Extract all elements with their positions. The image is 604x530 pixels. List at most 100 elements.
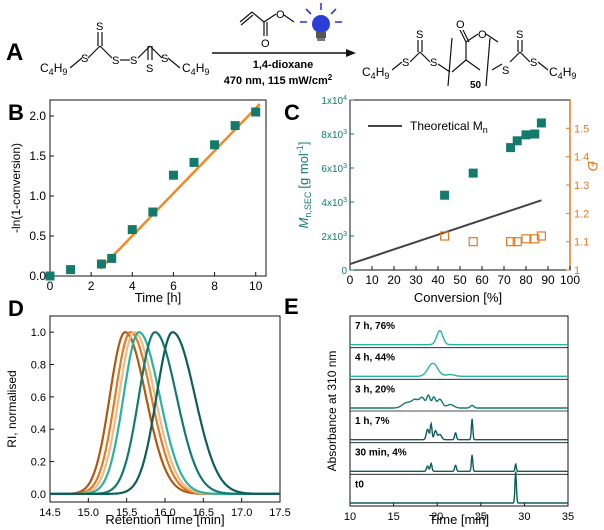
chart-d: 14.5 15.0 15.5 16.0 16.5 17.0 17.5 0.0 0.2 0.4 0.6… — [5, 315, 291, 527]
y2-axis-label-c: Đ — [585, 161, 601, 171]
legend-c: Theoretical Mn — [368, 119, 488, 135]
light-bulb-icon — [300, 3, 342, 41]
y-tick-label-b: 0.5 — [29, 229, 46, 243]
x-tick-label-c: 0 — [347, 273, 354, 287]
hplc-trace — [350, 454, 568, 472]
x-tick-label-d: 16.5 — [193, 507, 214, 519]
panel-letter-e: E — [284, 294, 299, 319]
hplc-trace — [350, 362, 568, 377]
condition-solvent: 1,4-dioxane — [253, 59, 314, 71]
y-tick-label-c: 1x104 — [321, 95, 347, 107]
atom-s: S — [530, 57, 537, 69]
x-tick-label-e: 25 — [475, 511, 487, 523]
mn-point — [512, 136, 522, 146]
y2-tick-label-c: 1.4 — [574, 152, 589, 164]
trace-label: 4 h, 44% — [355, 353, 395, 364]
y-axis-label-b: -ln(1-conversion) — [9, 143, 23, 233]
y-tick-label-d: 0.4 — [31, 424, 46, 436]
y-tick-label-b: 1.5 — [29, 149, 46, 163]
condition-light: 470 nm, 115 mW/cm2 — [224, 73, 333, 87]
x-tick-label-c: 80 — [519, 273, 533, 287]
data-point-b — [210, 140, 220, 150]
atom-s: S — [112, 55, 119, 67]
svg-text:O: O — [478, 29, 487, 41]
mn-point — [468, 168, 478, 178]
y-tick-label-c: 2x103 — [321, 231, 347, 243]
y-axis-label-e: Absorbance at 310 nm — [325, 351, 339, 472]
chart-e: 10 15 20 25 30 35 7 h, 76% 4 h, 44% 3 h, 20% 1 h… — [325, 315, 574, 527]
panel-a-scheme: A C4H9 S S S S S S C4H9 — [6, 3, 576, 91]
hplc-trace — [350, 329, 568, 346]
atom-s: S — [81, 53, 88, 65]
mn-point — [530, 129, 540, 139]
dispersity-point — [468, 237, 478, 247]
dispersity-point — [440, 231, 450, 241]
trace-label: t0 — [355, 479, 364, 490]
data-point-b — [127, 225, 137, 235]
hplc-trace — [350, 471, 568, 504]
reactant-bonds — [69, 32, 181, 69]
x-tick-label-d: 14.5 — [39, 507, 60, 519]
y-tick-label-d: 0.0 — [31, 489, 46, 501]
dispersity-point — [536, 231, 547, 241]
svg-text:O: O — [261, 38, 270, 50]
dispersity-point — [530, 234, 540, 244]
svg-text:O: O — [456, 19, 465, 31]
x-tick-label-e: 10 — [344, 511, 356, 523]
x-tick-label-e: 20 — [431, 511, 443, 523]
product-right-group: C4H9 — [549, 65, 576, 81]
dispersity-point — [506, 237, 516, 247]
data-point-b — [230, 121, 240, 131]
svg-text:O: O — [276, 9, 285, 21]
data-point-b — [45, 271, 55, 281]
data-point-b — [96, 259, 106, 269]
y2-tick-label-c: 1.3 — [574, 180, 589, 192]
chart-c: 0 10 20 30 40 50 60 70 80 90 100 0 2x103 4x103 6x103 8x… — [295, 95, 601, 305]
product-left-group: C4H9 — [362, 65, 389, 81]
x-tick-label-c: 60 — [475, 273, 489, 287]
y-axis-label-d: RI, normalised — [5, 370, 19, 447]
x-tick-label-b: 8 — [211, 279, 218, 293]
x-tick-label-b: 0 — [47, 279, 54, 293]
legend-theoretical-mn: Theoretical Mn — [410, 119, 488, 135]
x-tick-label-c: 20 — [387, 273, 401, 287]
sec-trace — [50, 331, 280, 495]
atom-s: S — [161, 53, 168, 65]
y-tick-label-d: 0.8 — [31, 360, 46, 372]
x-tick-label-d: 16.0 — [154, 507, 175, 519]
atom-s: S — [130, 55, 137, 67]
mn-point — [506, 143, 516, 153]
atom-s: S — [416, 29, 423, 41]
x-axis-label-c: Conversion [%] — [414, 290, 502, 305]
panel-letter-c: C — [284, 100, 300, 125]
data-point-b — [189, 157, 199, 167]
fit-line — [99, 103, 261, 270]
chart-b: 0 2 4 6 8 10 0.0 0.5 1.0 1.5 2.0 Time [h] -ln(1-co… — [9, 99, 267, 305]
x-tick-label-c: 50 — [453, 273, 467, 287]
y-tick-label-c: 0 — [341, 266, 347, 277]
x-tick-label-d: 17.5 — [269, 507, 290, 519]
y-tick-label-d: 1.0 — [31, 327, 46, 339]
plot-frame-b — [49, 99, 267, 277]
methyl-acrylate — [239, 11, 295, 36]
hplc-trace — [350, 418, 568, 441]
data-point-b — [107, 253, 117, 263]
dispersity-point — [512, 237, 522, 247]
mn-point — [536, 118, 546, 128]
reactant-right-group: C4H9 — [182, 61, 209, 77]
x-tick-label-d: 15.0 — [78, 507, 99, 519]
dispersity-point — [521, 234, 531, 244]
trace-label: 1 h, 7% — [355, 416, 390, 427]
x-tick-label-d: 17.0 — [231, 507, 252, 519]
mn-point — [521, 130, 531, 140]
x-tick-label-b: 10 — [249, 279, 263, 293]
y-tick-label-c: 6x103 — [321, 163, 347, 175]
data-point-b — [251, 107, 261, 117]
y-tick-label-c: 8x103 — [321, 129, 347, 141]
x-tick-label-c: 100 — [560, 273, 580, 287]
y-tick-label-d: 0.6 — [31, 392, 46, 404]
x-tick-label-e: 35 — [562, 511, 574, 523]
x-axis-label-e: Time [min] — [429, 512, 489, 527]
x-tick-label-c: 30 — [409, 273, 423, 287]
